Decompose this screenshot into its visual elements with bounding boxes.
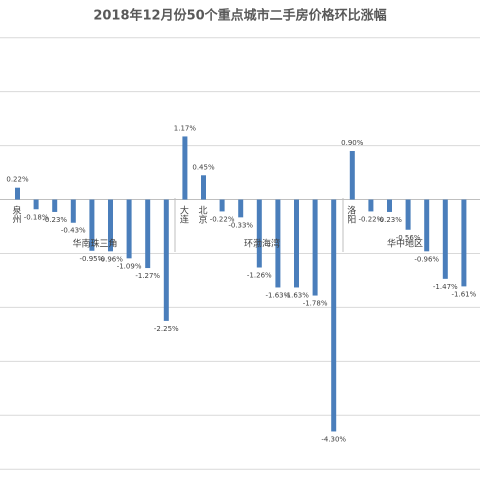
bar: [238, 199, 244, 218]
bar: [424, 199, 430, 252]
bar: [461, 199, 467, 287]
group-label: 华南珠三角: [72, 238, 117, 250]
bar: [442, 199, 448, 279]
bar: [256, 199, 262, 268]
value-label: 0.45%: [192, 163, 215, 171]
category-label: 北京: [197, 205, 208, 224]
bar: [126, 199, 132, 259]
value-label: -1.47%: [433, 283, 458, 291]
value-label: -1.78%: [303, 300, 328, 308]
value-label: -1.63%: [266, 291, 291, 299]
value-label: -1.27%: [135, 272, 160, 280]
bar: [108, 199, 113, 252]
bar: [312, 199, 318, 296]
value-label: -0.18%: [24, 213, 49, 221]
value-label: -0.23%: [42, 216, 67, 224]
value-label: -0.96%: [414, 255, 439, 263]
bar: [331, 199, 337, 432]
category-label: 洛阳: [345, 204, 356, 223]
bar: [387, 199, 392, 212]
bar: [15, 187, 20, 200]
chart-title: 2018年12月份50个重点城市二手房价格环比涨幅: [93, 8, 386, 24]
value-label: -0.22%: [210, 215, 235, 223]
category-label: 大连: [178, 204, 189, 224]
value-label: -0.22%: [359, 215, 384, 223]
bar: [275, 199, 281, 288]
value-label: 0.22%: [6, 176, 29, 184]
bar: [89, 199, 95, 251]
value-label: -0.43%: [61, 227, 86, 235]
bar: [182, 136, 188, 200]
bar: [294, 199, 299, 288]
value-label: -1.63%: [284, 291, 309, 299]
group-label: 环渤海湾: [244, 238, 280, 250]
bar: [219, 199, 225, 212]
group-label: 华中地区: [387, 238, 423, 250]
value-label: -4.30%: [321, 435, 346, 443]
bar: [33, 199, 39, 210]
bar: [145, 199, 151, 269]
value-label: 1.17%: [174, 124, 197, 132]
bar: [349, 151, 355, 200]
value-label: -2.25%: [154, 325, 179, 333]
value-label: 0.90%: [341, 139, 364, 147]
value-label: -1.09%: [117, 262, 142, 270]
value-label: -0.95%: [80, 255, 105, 263]
bar: [52, 199, 58, 212]
bar: [70, 199, 76, 223]
value-label: -0.23%: [377, 216, 402, 224]
value-label: -1.61%: [452, 290, 477, 298]
bar: [163, 199, 169, 321]
bar: [405, 199, 411, 230]
bar: [201, 175, 206, 200]
value-label: -0.56%: [396, 234, 421, 242]
value-label: -0.33%: [228, 221, 253, 229]
bar: [368, 199, 374, 212]
category-label: 泉州: [11, 204, 22, 223]
value-label: -1.26%: [247, 272, 272, 280]
value-label: -0.96%: [98, 255, 123, 263]
